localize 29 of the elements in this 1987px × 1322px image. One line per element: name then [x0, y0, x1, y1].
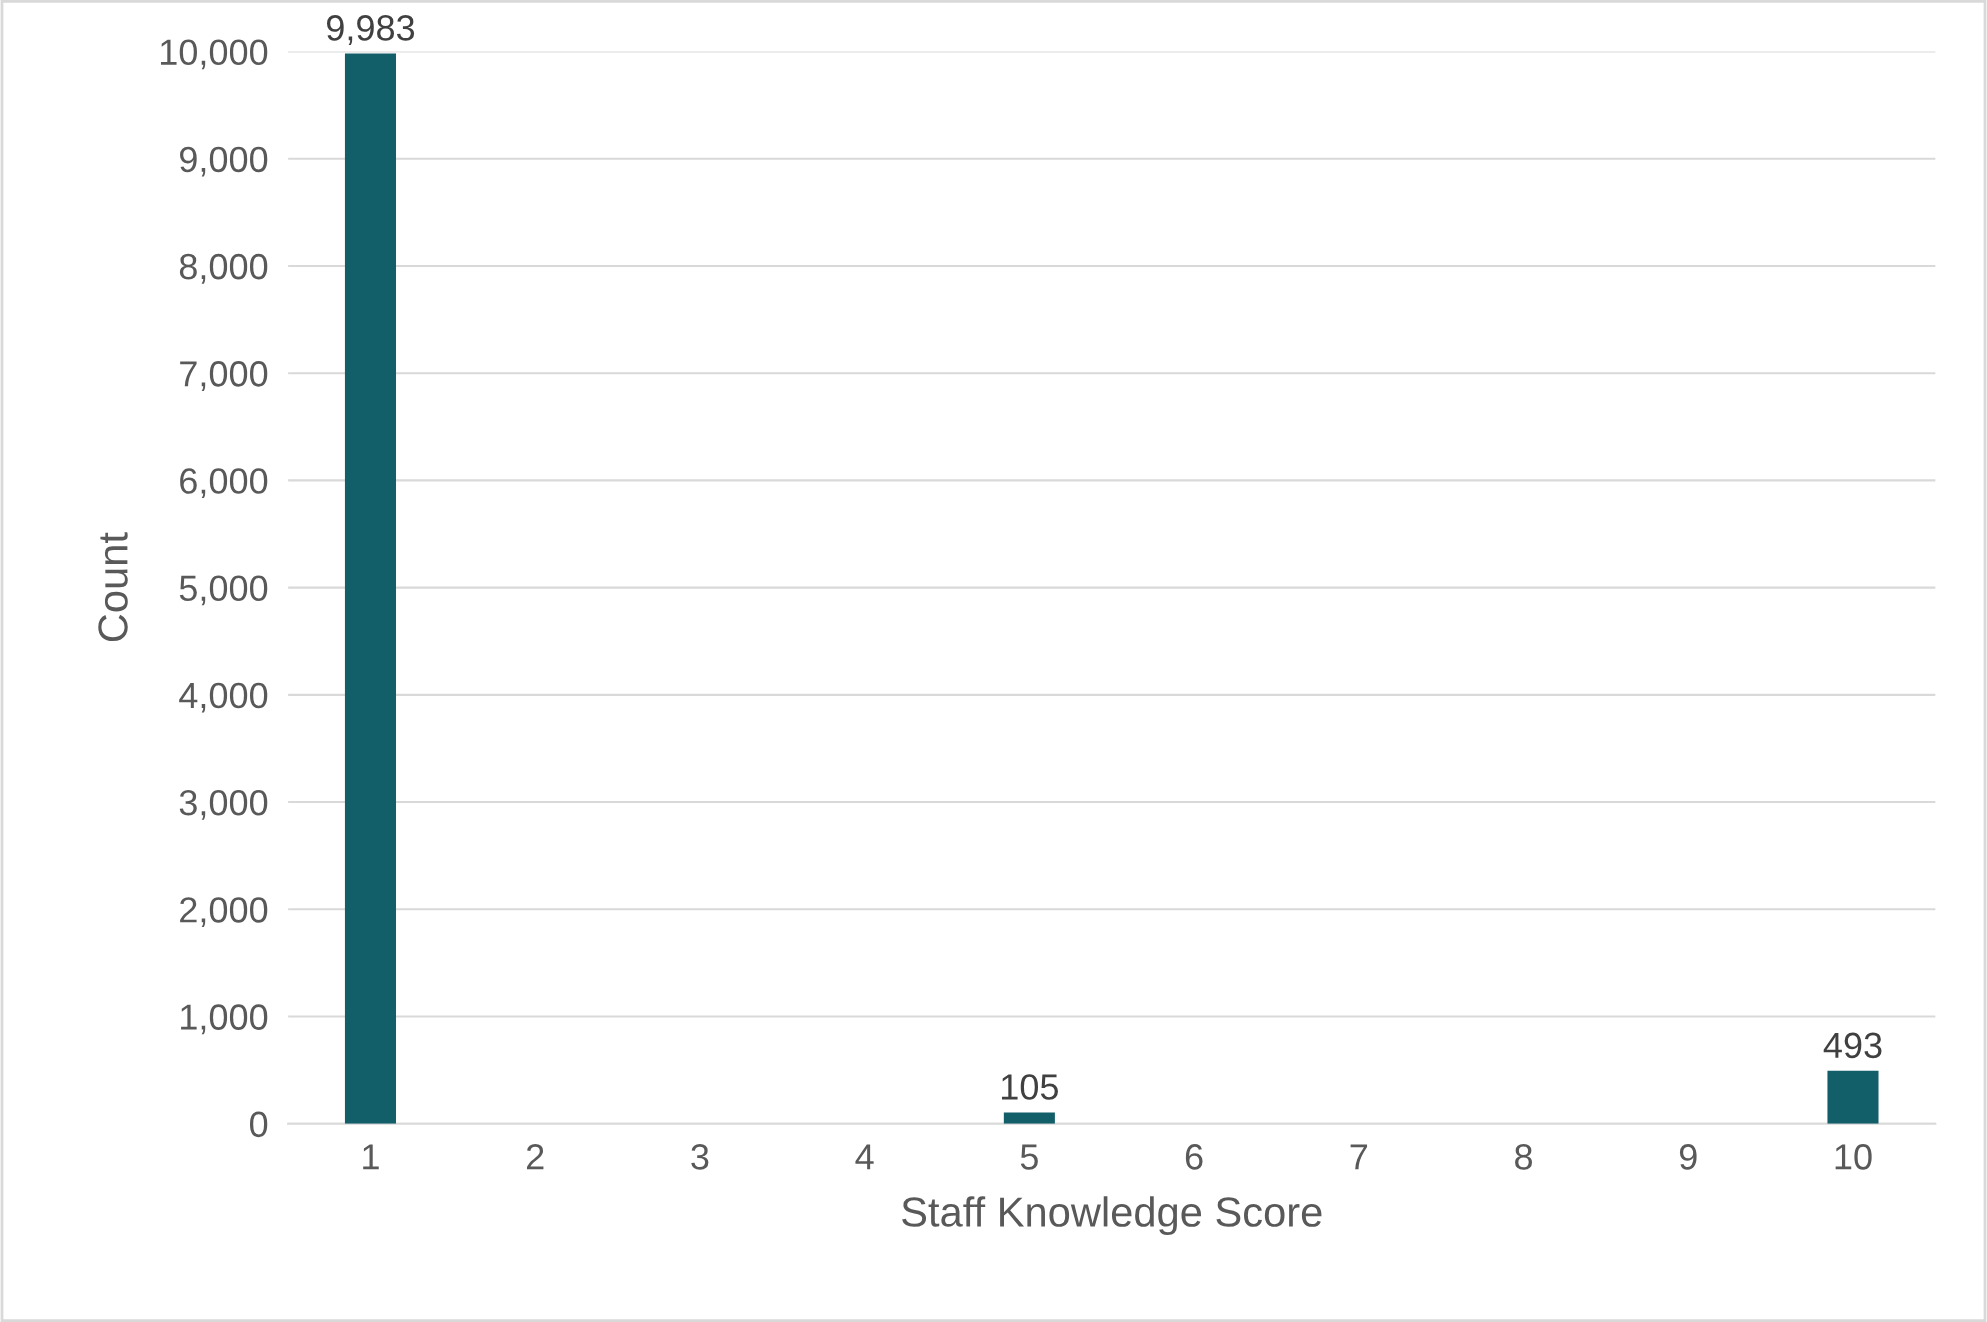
bar: [1003, 1112, 1055, 1124]
data-label: 493: [1823, 1032, 1882, 1059]
bar: [344, 53, 397, 1124]
data-label: 105: [1002, 1074, 1058, 1100]
y-axis-title: Count: [98, 532, 128, 642]
x-tick-label: 9: [1679, 1144, 1697, 1170]
x-tick-label: 8: [1515, 1144, 1532, 1170]
bar: [1827, 1070, 1879, 1124]
y-tick-label: 2,000: [180, 897, 268, 927]
x-tick-label: 7: [1350, 1144, 1368, 1170]
x-tick-label: 1: [363, 1144, 379, 1170]
x-tick-label: 6: [1185, 1144, 1203, 1170]
y-tick-label: 5,000: [179, 575, 268, 606]
y-tick-label: 7,000: [180, 361, 268, 391]
y-tick-label: 10,000: [160, 39, 268, 70]
x-tick-label: 3: [691, 1144, 709, 1170]
y-tick-label: 0: [250, 1111, 268, 1138]
x-tick-label: 5: [1020, 1144, 1038, 1170]
y-tick-label: 6,000: [180, 468, 268, 499]
y-tick-label: 3,000: [179, 789, 268, 820]
x-axis-title: Staff Knowledge Score: [902, 1196, 1322, 1236]
y-tick-label: 8,000: [179, 253, 268, 284]
y-tick-label: 9,000: [180, 146, 268, 177]
y-tick-label: 4,000: [179, 682, 268, 713]
x-tick-label: 2: [526, 1144, 544, 1170]
data-label: 9,983: [326, 15, 415, 45]
x-tick-label: 10: [1835, 1144, 1872, 1170]
x-tick-label: 4: [855, 1144, 874, 1170]
y-tick-label: 1,000: [181, 1004, 268, 1035]
